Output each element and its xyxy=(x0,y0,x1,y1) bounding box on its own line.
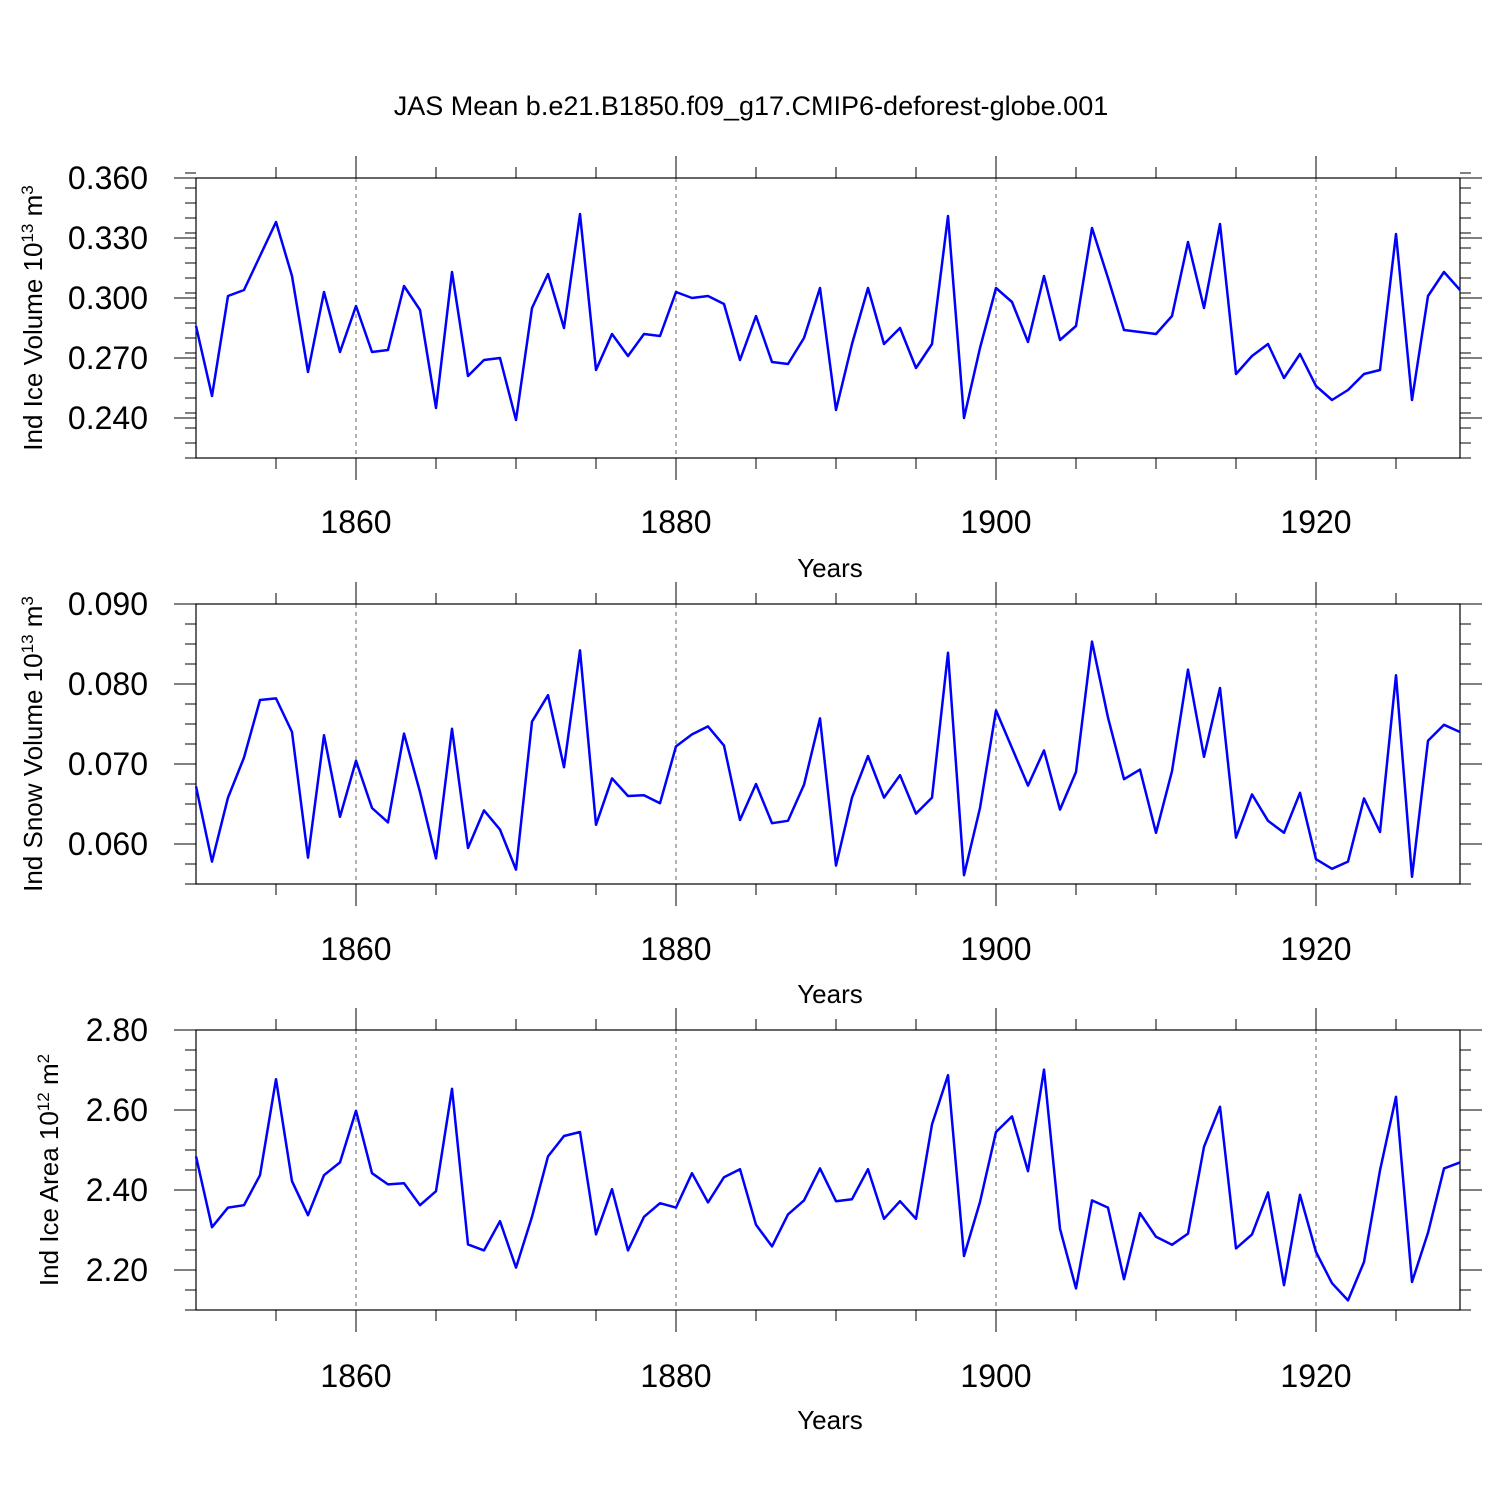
y-axis-title: Ind Ice Volume 1013 m3 xyxy=(18,185,49,450)
chart-panel-1: 1860 1880 1900 1920 0.240 0.270 0.300 0.330 0.36… xyxy=(18,156,1482,583)
x-tick-label: 1860 xyxy=(320,1358,391,1394)
plot-frame xyxy=(195,177,1461,459)
x-axis-title: Years xyxy=(797,1405,863,1435)
series-line-3 xyxy=(194,1068,1461,1302)
y-tick-label: 0.270 xyxy=(68,340,148,376)
x-axis-title: Years xyxy=(797,553,863,583)
x-tick-label: 1880 xyxy=(640,504,711,540)
x-tick-label: 1880 xyxy=(640,1358,711,1394)
y-tick-label: 2.60 xyxy=(86,1092,148,1128)
x-tick-label: 1860 xyxy=(320,504,391,540)
y-tick-label: 0.240 xyxy=(68,400,148,436)
y-axis-title: Ind Snow Volume 1013 m3 xyxy=(18,596,49,892)
y-axis-title: Ind Ice Area 1012 m2 xyxy=(34,1054,65,1286)
chart-title: JAS Mean b.e21.B1850.f09_g17.CMIP6-defor… xyxy=(394,91,1108,121)
y-tick-label: 2.80 xyxy=(86,1012,148,1048)
x-tick-label: 1860 xyxy=(320,931,391,967)
x-tick-label: 1900 xyxy=(960,931,1031,967)
series-line-2 xyxy=(194,640,1461,879)
y-tick-label: 2.20 xyxy=(86,1252,148,1288)
x-tick-label: 1920 xyxy=(1280,1358,1351,1394)
x-tick-label: 1880 xyxy=(640,931,711,967)
chart-panel-3: 1860 1880 1900 1920 2.20 2.40 2.60 2.80 Years Ind… xyxy=(34,1008,1482,1435)
x-tick-label: 1900 xyxy=(960,504,1031,540)
x-axis-title: Years xyxy=(797,979,863,1009)
x-tick-label: 1920 xyxy=(1280,931,1351,967)
y-tick-label: 0.070 xyxy=(68,746,148,782)
y-tick-label: 0.300 xyxy=(68,280,148,316)
x-tick-label: 1920 xyxy=(1280,504,1351,540)
y-tick-label: 2.40 xyxy=(86,1172,148,1208)
x-tick-label: 1900 xyxy=(960,1358,1031,1394)
y-tick-label: 0.080 xyxy=(68,666,148,702)
plot-frame xyxy=(195,1029,1461,1311)
plot-frame xyxy=(195,603,1461,885)
y-tick-label: 0.090 xyxy=(68,586,148,622)
y-tick-label: 0.360 xyxy=(68,160,148,196)
y-tick-label: 0.330 xyxy=(68,220,148,256)
series-line-1 xyxy=(194,212,1461,422)
y-tick-label: 0.060 xyxy=(68,826,148,862)
chart-panel-2: 1860 1880 1900 1920 0.060 0.070 0.080 0.090 Year… xyxy=(18,582,1482,1009)
